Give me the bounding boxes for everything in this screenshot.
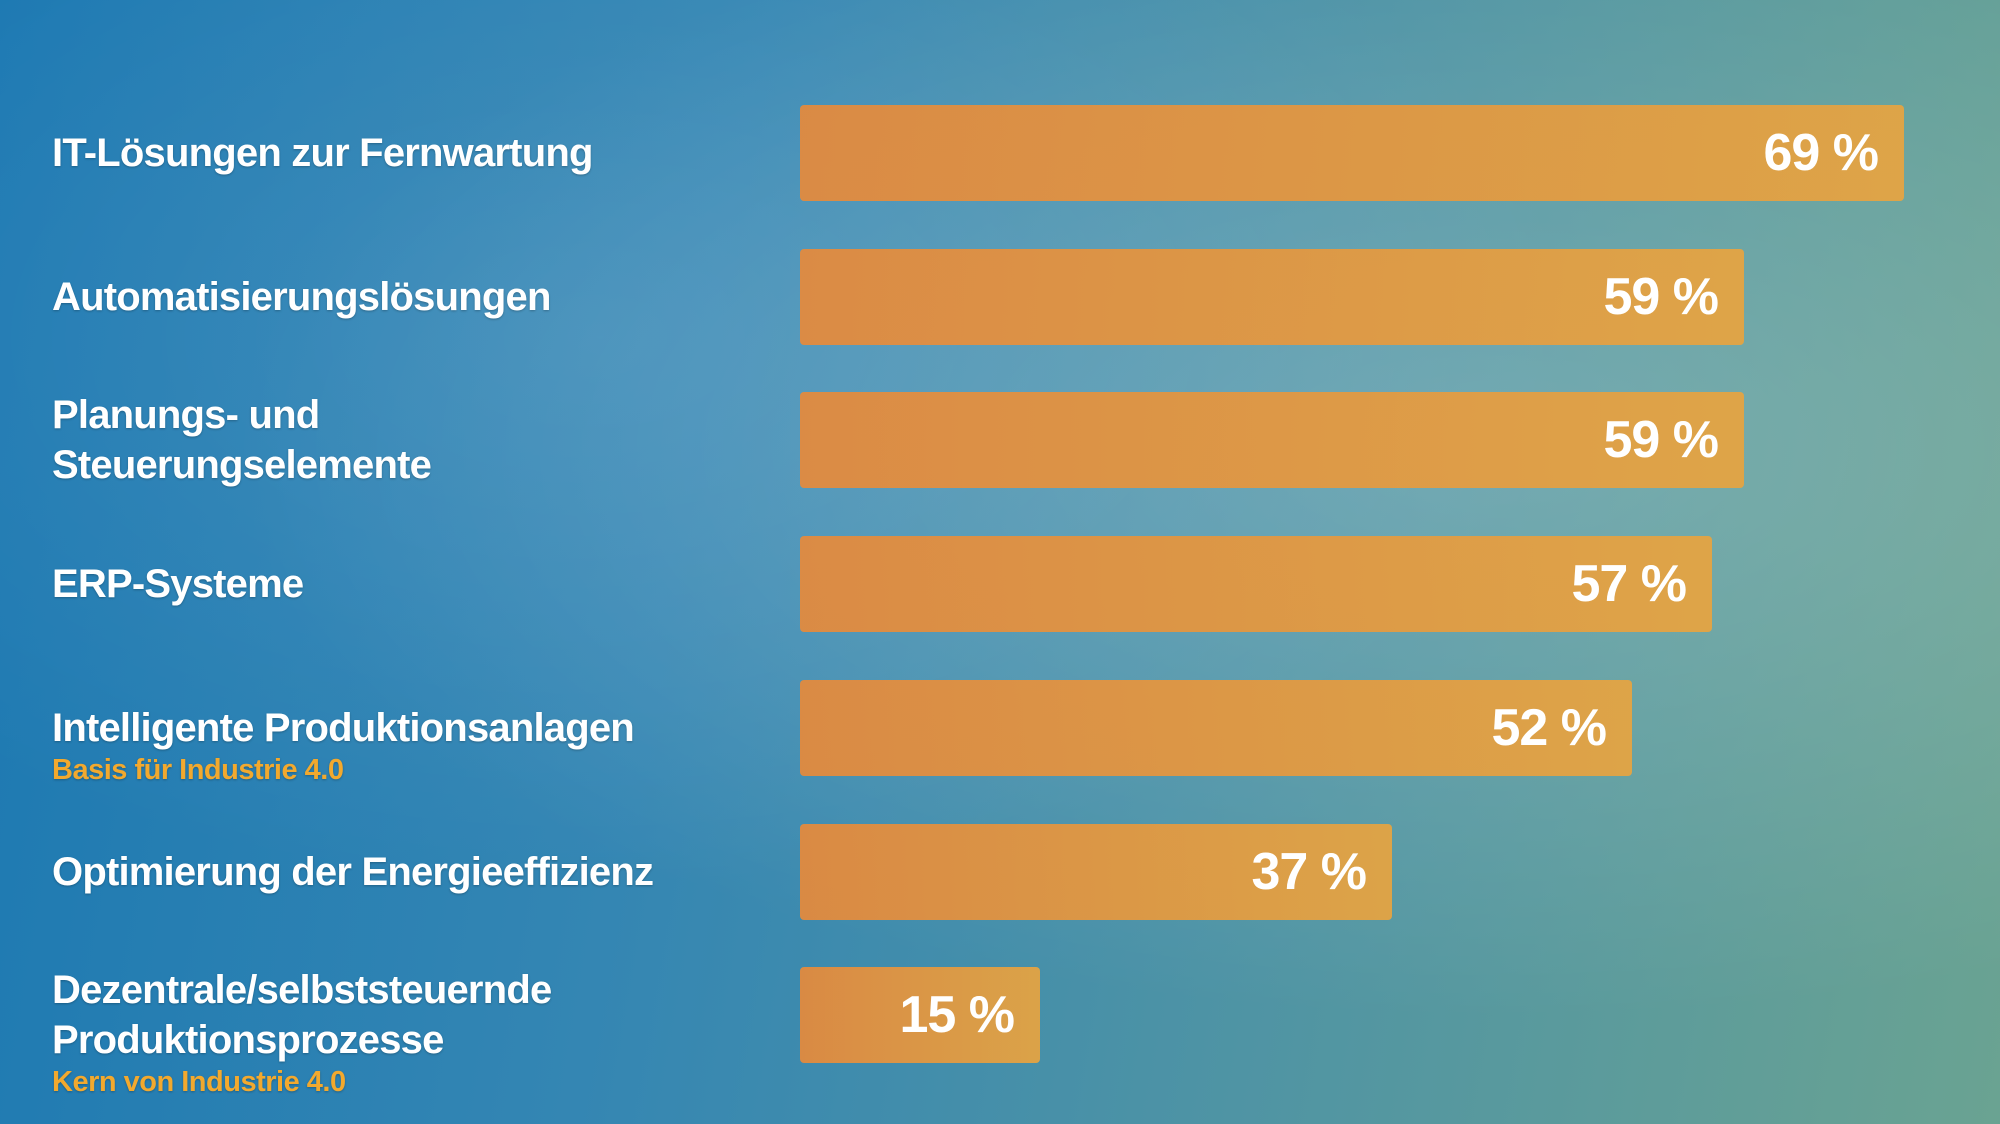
value-label: 59 %: [1603, 267, 1719, 326]
category-label: Optimierung der Energieeffizienz: [52, 847, 654, 897]
bar: [800, 105, 1904, 201]
category-text: Optimierung der Energieeffizienz: [52, 849, 654, 894]
value-label: 52 %: [1491, 698, 1607, 757]
category-label: Intelligente Produktionsanlagen Basis für…: [52, 703, 635, 786]
bar: [800, 536, 1712, 633]
value-label: 15 %: [899, 986, 1015, 1045]
bar: [800, 967, 1040, 1064]
value-label: 57 %: [1571, 555, 1687, 614]
bar: [800, 392, 1744, 489]
category-text: Planungs- und Steuerungselemente: [52, 393, 432, 488]
category-label: Automatisierungslösungen: [52, 272, 551, 322]
category-note: Basis für Industrie 4.0: [52, 753, 344, 786]
category-text: Intelligente Produktionsanlagen: [52, 705, 635, 750]
category-label: IT-Lösungen zur Fernwartung: [52, 128, 593, 178]
bar: [800, 248, 1744, 345]
category-text: Dezentrale/selbststeuernde Produktionspr…: [52, 968, 552, 1063]
category-text: IT-Lösungen zur Fernwartung: [52, 131, 593, 175]
category-label: Planungs- und Steuerungselemente: [52, 390, 432, 490]
category-label: Dezentrale/selbststeuernde Produktionspr…: [52, 965, 552, 1098]
value-label: 69 %: [1763, 124, 1879, 182]
value-label: 37 %: [1251, 842, 1367, 901]
value-label: 59 %: [1603, 411, 1719, 470]
bar: [800, 679, 1632, 776]
category-text: ERP-Systeme: [52, 562, 304, 607]
category-label: ERP-Systeme: [52, 559, 304, 609]
bar: [800, 823, 1392, 920]
category-note: Kern von Industrie 4.0: [52, 1066, 346, 1099]
category-text: Automatisierungslösungen: [52, 274, 551, 319]
